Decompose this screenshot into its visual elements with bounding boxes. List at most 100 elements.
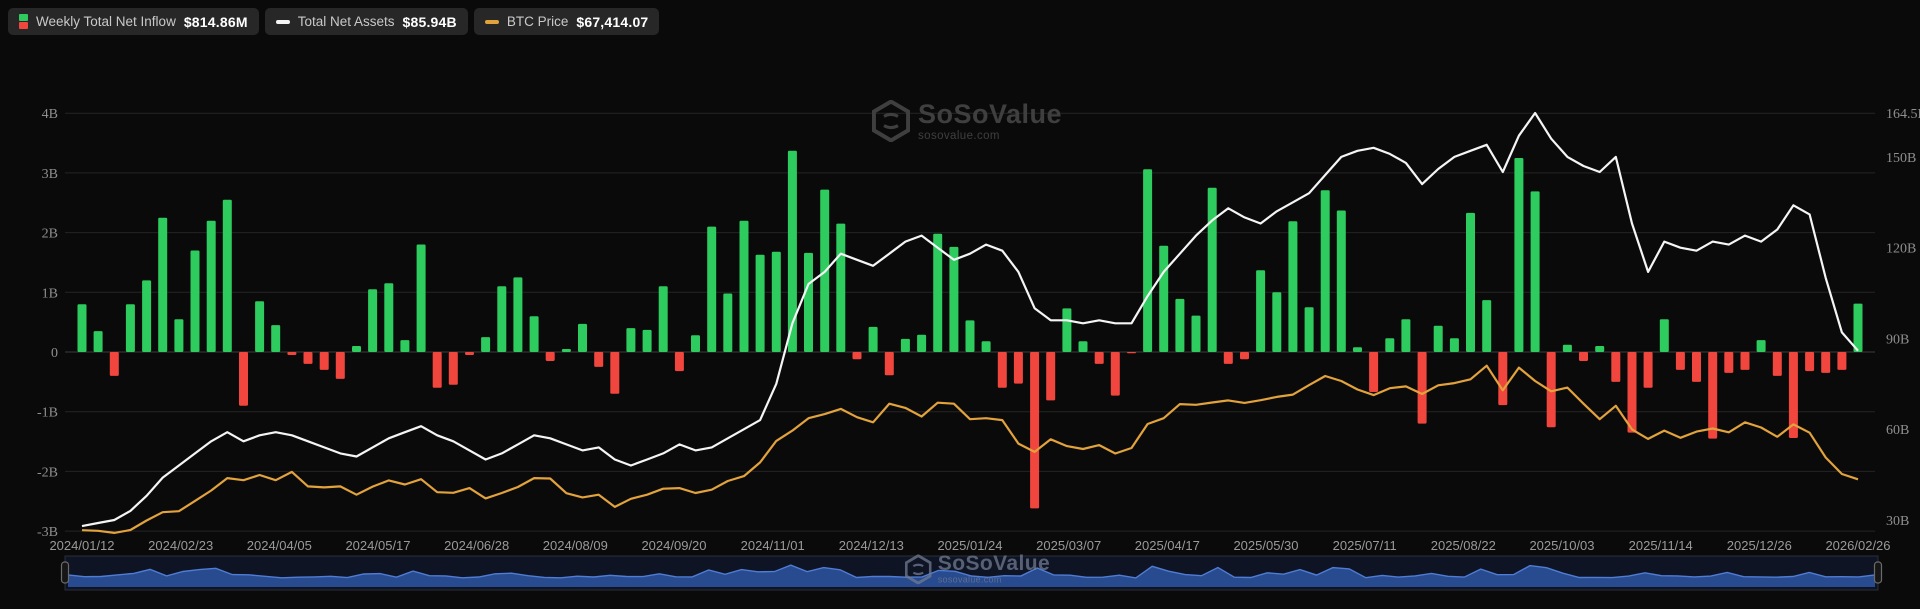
inflow-bar[interactable] (723, 293, 733, 353)
inflow-bar[interactable] (561, 349, 571, 352)
inflow-bar[interactable] (384, 283, 394, 352)
inflow-bar[interactable] (884, 352, 894, 376)
inflow-bar[interactable] (1433, 325, 1443, 352)
inflow-bar[interactable] (1223, 352, 1233, 364)
inflow-bar[interactable] (1546, 352, 1556, 428)
inflow-bar[interactable] (1078, 341, 1088, 352)
navigator-handle-left[interactable] (60, 561, 70, 584)
inflow-bar[interactable] (691, 335, 700, 352)
inflow-bar[interactable] (1627, 352, 1637, 433)
inflow-bar[interactable] (674, 352, 684, 372)
inflow-bar[interactable] (1675, 352, 1685, 370)
inflow-bar[interactable] (109, 352, 119, 376)
inflow-bar[interactable] (1369, 352, 1379, 392)
inflow-bar[interactable] (368, 289, 378, 352)
inflow-bar[interactable] (1756, 340, 1766, 352)
legend-item-btc-price[interactable]: BTC Price $67,414.07 (473, 8, 660, 35)
inflow-bar[interactable] (981, 341, 991, 352)
inflow-bar[interactable] (1530, 191, 1540, 352)
inflow-bar[interactable] (432, 352, 442, 388)
inflow-bar[interactable] (1562, 344, 1572, 352)
inflow-bar[interactable] (1659, 319, 1669, 352)
btc-price-line[interactable] (81, 364, 1859, 535)
inflow-bar[interactable] (319, 352, 329, 370)
inflow-bar[interactable] (1579, 352, 1588, 361)
inflow-bar[interactable] (1788, 352, 1798, 438)
inflow-bar[interactable] (1256, 270, 1266, 352)
inflow-bar[interactable] (1385, 338, 1395, 352)
inflow-bar[interactable] (239, 352, 248, 406)
inflow-bar[interactable] (1175, 298, 1185, 352)
inflow-bar[interactable] (1740, 352, 1750, 370)
inflow-bar[interactable] (1336, 210, 1346, 353)
inflow-bar[interactable] (578, 323, 587, 352)
inflow-bar[interactable] (1207, 187, 1217, 352)
inflow-bar[interactable] (1466, 212, 1475, 352)
inflow-bar[interactable] (997, 352, 1007, 388)
legend-item-total-net-assets[interactable]: Total Net Assets $85.94B (264, 8, 468, 35)
navigator-handle-right[interactable] (1873, 561, 1883, 584)
inflow-bar[interactable] (965, 320, 975, 352)
inflow-bar[interactable] (1143, 169, 1153, 352)
inflow-bar[interactable] (852, 352, 862, 360)
inflow-bar[interactable] (448, 352, 458, 385)
inflow-bar[interactable] (222, 199, 232, 352)
inflow-bar[interactable] (1805, 352, 1815, 372)
inflow-bar[interactable] (352, 346, 361, 352)
inflow-bar[interactable] (529, 316, 539, 352)
inflow-bar[interactable] (416, 244, 426, 353)
inflow-bar[interactable] (1353, 347, 1362, 352)
inflow-bar[interactable] (1692, 352, 1701, 382)
inflow-bar[interactable] (707, 226, 717, 352)
inflow-bar[interactable] (933, 233, 943, 352)
inflow-bar[interactable] (1062, 308, 1072, 352)
inflow-bar[interactable] (771, 251, 781, 352)
inflow-bar[interactable] (190, 250, 200, 353)
inflow-bar[interactable] (739, 220, 749, 352)
inflow-bar[interactable] (1417, 352, 1427, 424)
inflow-bar[interactable] (400, 340, 410, 352)
inflow-bar[interactable] (1772, 352, 1782, 376)
inflow-bar[interactable] (642, 329, 652, 352)
inflow-bar[interactable] (1046, 352, 1056, 401)
inflow-bar[interactable] (658, 286, 668, 352)
inflow-bar[interactable] (1498, 352, 1508, 406)
inflow-bar[interactable] (1837, 352, 1847, 370)
inflow-bar[interactable] (1030, 352, 1040, 509)
inflow-bar[interactable] (1272, 292, 1282, 352)
inflow-bar[interactable] (497, 286, 507, 352)
inflow-bar[interactable] (1611, 352, 1621, 382)
inflow-bar[interactable] (610, 352, 620, 394)
inflow-bar[interactable] (77, 304, 87, 352)
inflow-bar[interactable] (1821, 352, 1831, 373)
inflow-bar[interactable] (836, 223, 846, 352)
inflow-bar[interactable] (626, 328, 636, 352)
inflow-bar[interactable] (1159, 245, 1169, 352)
inflow-bar[interactable] (255, 301, 265, 352)
inflow-bar[interactable] (1514, 158, 1524, 352)
inflow-bar[interactable] (804, 252, 813, 352)
inflow-bar[interactable] (868, 326, 878, 352)
inflow-bar[interactable] (787, 150, 797, 352)
inflow-bar[interactable] (174, 319, 184, 352)
inflow-bar[interactable] (1304, 307, 1314, 352)
inflow-bar[interactable] (1240, 352, 1249, 360)
inflow-bar[interactable] (1110, 352, 1120, 396)
inflow-bar[interactable] (755, 254, 765, 352)
legend-item-weekly-net-inflow[interactable]: Weekly Total Net Inflow $814.86M (8, 8, 259, 35)
total-net-assets-line[interactable] (81, 111, 1859, 528)
inflow-bar[interactable] (158, 217, 168, 352)
inflow-bar[interactable] (513, 277, 523, 352)
inflow-bar[interactable] (545, 352, 555, 361)
inflow-bar[interactable] (142, 280, 152, 352)
inflow-bar[interactable] (1724, 352, 1734, 373)
inflow-bar[interactable] (1288, 221, 1298, 352)
inflow-bar[interactable] (594, 352, 604, 367)
inflow-bar[interactable] (303, 352, 313, 364)
inflow-bar[interactable] (1595, 346, 1605, 352)
inflow-bar[interactable] (1094, 352, 1104, 364)
inflow-bar[interactable] (287, 352, 297, 355)
inflow-bar[interactable] (335, 352, 345, 379)
inflow-bar[interactable] (1482, 300, 1492, 352)
